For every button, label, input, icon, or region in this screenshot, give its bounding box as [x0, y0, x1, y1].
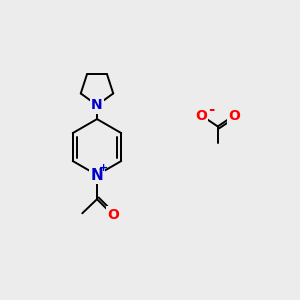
Text: +: +: [99, 163, 108, 173]
Text: O: O: [108, 208, 119, 222]
Text: N: N: [91, 167, 103, 182]
Text: -: -: [208, 102, 214, 117]
Text: O: O: [195, 109, 207, 123]
Text: O: O: [229, 109, 240, 123]
Text: N: N: [91, 98, 103, 112]
